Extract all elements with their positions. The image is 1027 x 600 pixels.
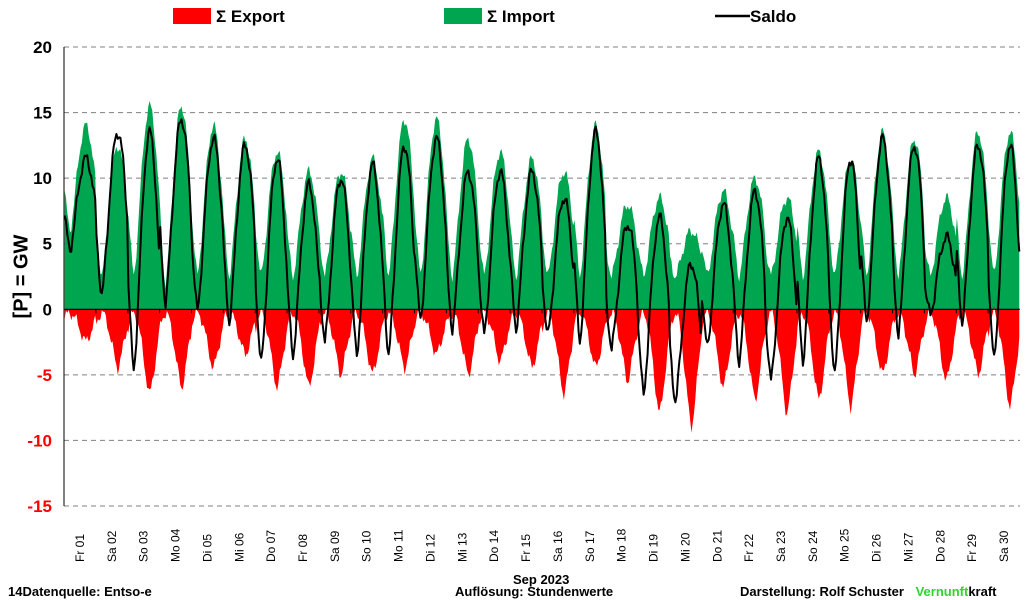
x-tick-label: So 17 (583, 530, 597, 562)
x-tick-label: Mi 13 (455, 532, 469, 562)
xtick-layer: Fr 01 Sa 02 So 03 Mo 04 Di 05 Mi 06 Do 07 Fr 08… (73, 528, 1011, 562)
x-tick-label: Sa 23 (774, 530, 788, 562)
x-tick-label: Fr 29 (965, 534, 979, 562)
legend-import-swatch (444, 8, 482, 24)
x-tick-label: Sa 30 (997, 530, 1011, 562)
x-tick-label: Do 14 (487, 530, 501, 562)
legend-saldo-label: Saldo (750, 7, 796, 26)
footer-source: 14Datenquelle: Entso-e (8, 584, 152, 599)
x-tick-label: Di 05 (200, 534, 214, 562)
y-tick-label: 10 (33, 169, 52, 188)
x-tick-label: Mo 25 (838, 528, 852, 562)
legend-export-swatch (173, 8, 211, 24)
x-tick-label: Mi 06 (232, 532, 246, 562)
legend-import-label: Σ Import (487, 7, 555, 26)
x-tick-label: Sa 16 (551, 530, 565, 562)
x-tick-label: Fr 22 (742, 534, 756, 562)
x-tick-label: Di 19 (647, 534, 661, 562)
y-tick-label: -15 (27, 497, 52, 516)
x-tick-label: Fr 08 (296, 534, 310, 562)
axis-layer: -15 -10 -5 0 5 10 15 20 (27, 38, 1020, 516)
y-tick-label: -5 (37, 366, 52, 385)
x-tick-label: So 24 (806, 530, 820, 562)
footer-credit-text: Darstellung: Rolf Schuster (740, 584, 904, 599)
x-tick-label: Do 07 (264, 530, 278, 562)
x-tick-label: Di 26 (870, 534, 884, 562)
x-tick-label: Di 12 (424, 534, 438, 562)
export-area (64, 306, 1020, 433)
x-tick-label: Sa 02 (105, 530, 119, 562)
brand-logo-green: Vernunft (915, 584, 969, 599)
y-tick-label: -10 (27, 431, 52, 450)
y-tick-label: 0 (43, 300, 52, 319)
brand-logo-black: kraft (968, 584, 997, 599)
x-tick-label: Fr 01 (73, 534, 87, 562)
legend: Σ Export Σ Import Saldo (173, 7, 796, 26)
y-tick-label: 20 (33, 38, 52, 57)
x-tick-label: Sa 09 (328, 530, 342, 562)
y-tick-label: 15 (33, 104, 52, 123)
x-tick-label: Mi 20 (678, 532, 692, 562)
x-tick-label: So 10 (360, 530, 374, 562)
x-tick-label: Mo 18 (615, 528, 629, 562)
y-tick-label: 5 (43, 235, 52, 254)
legend-export-label: Σ Export (216, 7, 285, 26)
x-tick-label: Mo 04 (169, 528, 183, 562)
x-tick-label: Do 21 (710, 530, 724, 562)
x-axis-label: Sep 2023 (513, 572, 570, 587)
x-tick-label: Fr 15 (519, 534, 533, 562)
x-tick-label: Mi 27 (902, 532, 916, 562)
footer-credit: Darstellung: Rolf Schuster Vernunftkraft (740, 584, 997, 599)
saldo-line (63, 118, 1021, 404)
y-axis-label: [P] = GW (10, 234, 33, 319)
area-layer (63, 100, 1021, 433)
x-tick-label: Do 28 (933, 530, 947, 562)
x-tick-label: Mo 11 (392, 529, 406, 562)
footer-resolution: Auflösung: Stundenwerte (455, 584, 614, 599)
x-tick-label: So 03 (137, 530, 151, 562)
